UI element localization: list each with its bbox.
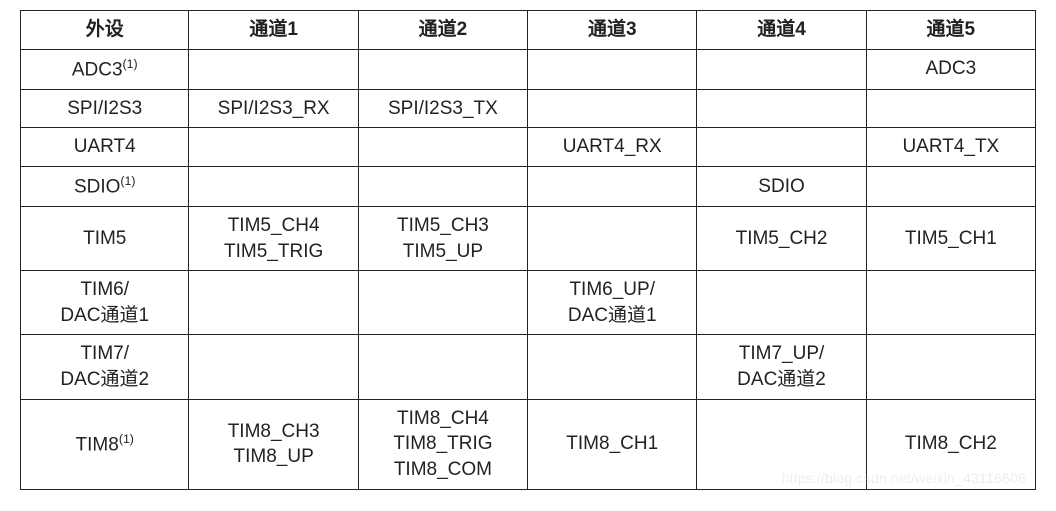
- channel-cell: [528, 206, 697, 270]
- periph-cell: ADC3(1): [21, 49, 189, 89]
- channel-cell: [866, 166, 1035, 206]
- channel-cell: TIM8_CH2: [866, 399, 1035, 489]
- channel-cell: [697, 89, 866, 128]
- table-row: ADC3(1) ADC3: [21, 49, 1036, 89]
- channel-cell: [528, 166, 697, 206]
- table-head: 外设 通道1 通道2 通道3 通道4 通道5: [21, 11, 1036, 50]
- channel-cell: UART4_TX: [866, 128, 1035, 167]
- table-row: SPI/I2S3SPI/I2S3_RXSPI/I2S3_TX: [21, 89, 1036, 128]
- channel-cell: SDIO: [697, 166, 866, 206]
- header-ch5: 通道5: [866, 11, 1035, 50]
- channel-cell: TIM5_CH2: [697, 206, 866, 270]
- table-row: TIM7/DAC通道2 TIM7_UP/DAC通道2: [21, 335, 1036, 399]
- channel-cell: TIM7_UP/DAC通道2: [697, 335, 866, 399]
- channel-cell: [528, 335, 697, 399]
- periph-cell: SPI/I2S3: [21, 89, 189, 128]
- header-ch3: 通道3: [528, 11, 697, 50]
- channel-cell: [528, 89, 697, 128]
- channel-cell: [358, 335, 527, 399]
- periph-cell: TIM5: [21, 206, 189, 270]
- channel-cell: TIM8_CH3TIM8_UP: [189, 399, 358, 489]
- channel-cell: [697, 271, 866, 335]
- superscript-note: (1): [119, 432, 134, 446]
- channel-cell: [866, 335, 1035, 399]
- channel-cell: [697, 128, 866, 167]
- table-row: SDIO(1) SDIO: [21, 166, 1036, 206]
- header-periph: 外设: [21, 11, 189, 50]
- header-ch1: 通道1: [189, 11, 358, 50]
- channel-cell: [189, 335, 358, 399]
- channel-cell: TIM8_CH1: [528, 399, 697, 489]
- table-row: TIM6/DAC通道1 TIM6_UP/DAC通道1: [21, 271, 1036, 335]
- channel-cell: TIM5_CH4TIM5_TRIG: [189, 206, 358, 270]
- header-ch4: 通道4: [697, 11, 866, 50]
- channel-cell: [189, 128, 358, 167]
- table-row: UART4 UART4_RX UART4_TX: [21, 128, 1036, 167]
- channel-cell: SPI/I2S3_TX: [358, 89, 527, 128]
- periph-cell: TIM6/DAC通道1: [21, 271, 189, 335]
- channel-cell: UART4_RX: [528, 128, 697, 167]
- channel-cell: ADC3: [866, 49, 1035, 89]
- periph-cell: SDIO(1): [21, 166, 189, 206]
- channel-cell: [189, 49, 358, 89]
- channel-cell: TIM6_UP/DAC通道1: [528, 271, 697, 335]
- channel-cell: TIM5_CH1: [866, 206, 1035, 270]
- table-row: TIM5TIM5_CH4TIM5_TRIGTIM5_CH3TIM5_UP TIM5…: [21, 206, 1036, 270]
- superscript-note: (1): [123, 57, 138, 71]
- channel-cell: TIM5_CH3TIM5_UP: [358, 206, 527, 270]
- superscript-note: (1): [120, 174, 135, 188]
- channel-cell: TIM8_CH4TIM8_TRIGTIM8_COM: [358, 399, 527, 489]
- table-row: TIM8(1)TIM8_CH3TIM8_UPTIM8_CH4TIM8_TRIGT…: [21, 399, 1036, 489]
- header-ch2: 通道2: [358, 11, 527, 50]
- channel-cell: [358, 271, 527, 335]
- periph-cell: TIM7/DAC通道2: [21, 335, 189, 399]
- channel-cell: [358, 128, 527, 167]
- periph-cell: TIM8(1): [21, 399, 189, 489]
- periph-cell: UART4: [21, 128, 189, 167]
- channel-cell: [866, 89, 1035, 128]
- channel-cell: [697, 399, 866, 489]
- channel-cell: SPI/I2S3_RX: [189, 89, 358, 128]
- table-body: ADC3(1)ADC3SPI/I2S3SPI/I2S3_RXSPI/I2S3_T…: [21, 49, 1036, 489]
- channel-cell: [358, 49, 527, 89]
- channel-cell: [189, 271, 358, 335]
- channel-cell: [697, 49, 866, 89]
- channel-cell: [528, 49, 697, 89]
- channel-cell: [189, 166, 358, 206]
- dma-mapping-table: 外设 通道1 通道2 通道3 通道4 通道5 ADC3(1)ADC3SPI/I2…: [20, 10, 1036, 490]
- channel-cell: [866, 271, 1035, 335]
- channel-cell: [358, 166, 527, 206]
